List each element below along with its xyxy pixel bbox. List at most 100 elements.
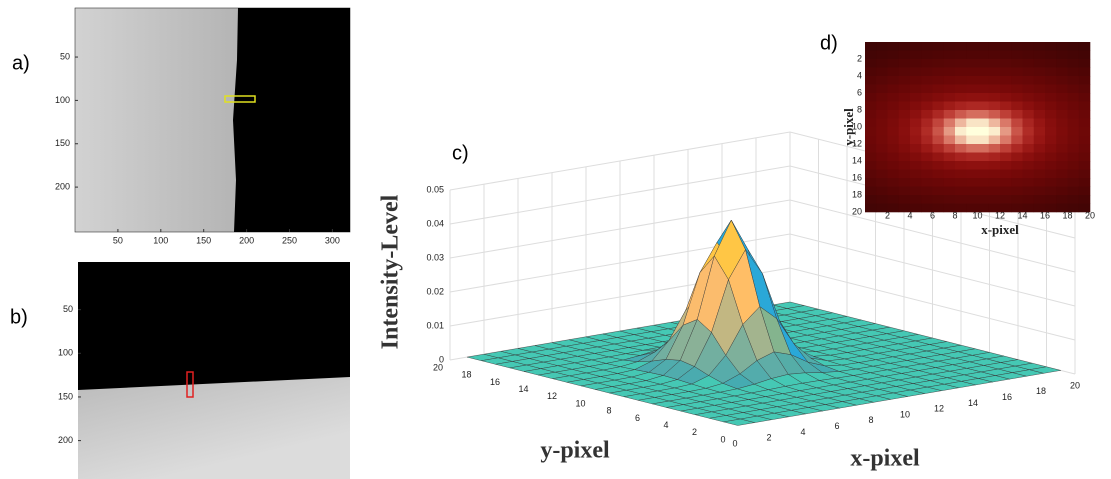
- heatmap-cell: [1011, 195, 1023, 204]
- heatmap-cell: [1034, 85, 1046, 94]
- heatmap-cell: [1011, 93, 1023, 102]
- heatmap-cell: [1068, 68, 1080, 77]
- heatmap-cell: [966, 51, 978, 60]
- panel-b: b): [10, 262, 350, 479]
- heatmap-cell: [1056, 51, 1068, 60]
- heatmap-cell: [888, 51, 900, 60]
- heatmap-cell: [1056, 119, 1068, 128]
- heatmap-cell: [989, 102, 1001, 111]
- y-tick-label: 20: [852, 206, 862, 216]
- heatmap-cell: [1000, 119, 1012, 128]
- heatmap-cell: [910, 127, 922, 136]
- heatmap-cell: [966, 42, 978, 51]
- heatmap-cell: [1079, 119, 1091, 128]
- heatmap-cell: [1023, 136, 1035, 145]
- figure: a) b) c) Intensity-Level y-pixel x-pixel…: [0, 0, 1111, 479]
- heatmap-cell: [876, 42, 888, 51]
- heatmap-cell: [1079, 68, 1091, 77]
- heatmap-cell: [910, 59, 922, 68]
- heatmap-cell: [955, 93, 967, 102]
- heatmap-cell: [1056, 102, 1068, 111]
- heatmap-cell: [944, 195, 956, 204]
- y-tick-label: 14: [852, 155, 862, 165]
- heatmap-cell: [966, 127, 978, 136]
- heatmap-cell: [899, 170, 911, 179]
- heatmap-cell: [933, 85, 945, 94]
- heatmap-cell: [966, 102, 978, 111]
- heatmap-cell: [966, 187, 978, 196]
- heatmap-cell: [1068, 195, 1080, 204]
- heatmap-cell: [865, 161, 877, 170]
- y-tick-label: 0: [720, 434, 725, 444]
- heatmap-cell: [1079, 76, 1091, 85]
- heatmap-cell: [966, 110, 978, 119]
- heatmap-cell: [876, 68, 888, 77]
- heatmap-cell: [899, 51, 911, 60]
- heatmap-cell: [966, 170, 978, 179]
- heatmap-cell: [921, 68, 933, 77]
- heatmap-cell: [888, 153, 900, 162]
- heatmap-cell: [955, 144, 967, 153]
- heatmap-cell: [899, 93, 911, 102]
- heatmap-cell: [1000, 170, 1012, 179]
- y-axis-label: y-pixel: [540, 438, 610, 464]
- heatmap-cell: [1023, 161, 1035, 170]
- heatmap-cell: [876, 102, 888, 111]
- heatmap-cell: [1034, 102, 1046, 111]
- heatmap-cell: [921, 161, 933, 170]
- heatmap-cell: [1056, 144, 1068, 153]
- heatmap-cell: [1023, 102, 1035, 111]
- heatmap-cell: [1000, 42, 1012, 51]
- x-tick-label: 50: [113, 235, 123, 245]
- heatmap-cell: [1023, 110, 1035, 119]
- heatmap-cell: [1056, 187, 1068, 196]
- heatmap-cell: [966, 153, 978, 162]
- heatmap-cell: [1023, 127, 1035, 136]
- heatmap-cell: [978, 51, 990, 60]
- heatmap-cell: [888, 59, 900, 68]
- x-tick-label: 12: [934, 404, 944, 414]
- heatmap-cell: [1011, 161, 1023, 170]
- heatmap-cell: [966, 93, 978, 102]
- y-tick-label: 4: [857, 70, 862, 80]
- heatmap-cell: [1068, 144, 1080, 153]
- heatmap-cell: [955, 42, 967, 51]
- z-tick-label: 0.01: [426, 320, 444, 330]
- x-tick-label: 10: [972, 210, 982, 220]
- heatmap-cell: [921, 144, 933, 153]
- heatmap-cell: [865, 119, 877, 128]
- heatmap-cell: [888, 136, 900, 145]
- heatmap-cell: [865, 195, 877, 204]
- heatmap-cell: [910, 85, 922, 94]
- heatmap-cell: [944, 119, 956, 128]
- heatmap-cell: [933, 153, 945, 162]
- heatmap-cell: [1000, 76, 1012, 85]
- heatmap-cell: [978, 144, 990, 153]
- x-tick-label: 4: [800, 427, 805, 437]
- heatmap-cell: [876, 93, 888, 102]
- y-tick-label: 6: [635, 413, 640, 423]
- heatmap-cell: [955, 59, 967, 68]
- heatmap-cell: [944, 187, 956, 196]
- heatmap-cell: [876, 187, 888, 196]
- heatmap-cell: [865, 127, 877, 136]
- y-tick-label: 18: [852, 189, 862, 199]
- heatmap-cell: [1068, 170, 1080, 179]
- heatmap-cell: [865, 76, 877, 85]
- heatmap-cell: [910, 187, 922, 196]
- heatmap-cell: [1034, 187, 1046, 196]
- heatmap-cell: [888, 76, 900, 85]
- heatmap-cell: [933, 136, 945, 145]
- heatmap-cell: [955, 76, 967, 85]
- heatmap-cell: [1056, 153, 1068, 162]
- heatmap-cell: [865, 68, 877, 77]
- heatmap-cell: [1056, 59, 1068, 68]
- heatmap-cell: [933, 170, 945, 179]
- heatmap-cell: [865, 102, 877, 111]
- x-tick-label: 150: [196, 235, 211, 245]
- x-tick-label: 8: [868, 415, 873, 425]
- heatmap-cell: [888, 170, 900, 179]
- heatmap-cell: [955, 85, 967, 94]
- heatmap-cell: [1034, 42, 1046, 51]
- heatmap-cell: [1011, 119, 1023, 128]
